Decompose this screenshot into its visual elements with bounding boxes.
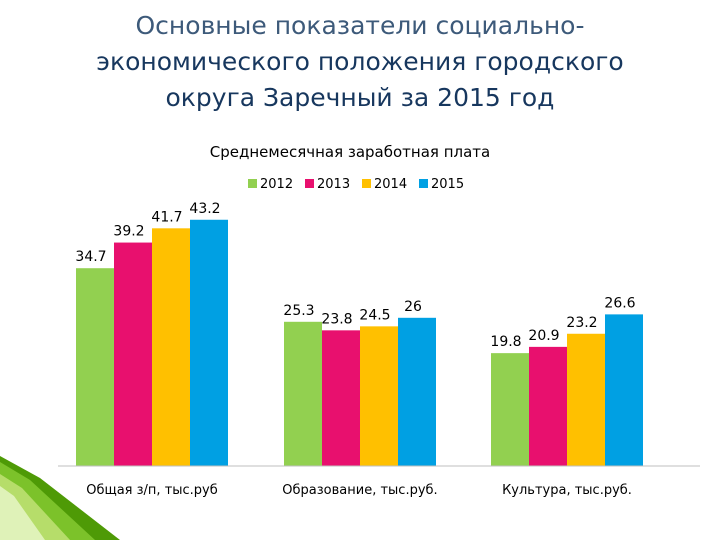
- chart-data-labels: 34.7 25.3 19.8 39.2 23.8 20.9 41.7 24.5 23.2 43.2…: [75, 201, 635, 350]
- chart-legend: 2012 2013 2014 2015: [248, 177, 464, 192]
- data-label-2012-category-2: 25.3: [283, 303, 314, 319]
- data-label-2012-category-3: 19.8: [490, 334, 521, 350]
- bar-2015-category-1: [190, 219, 228, 466]
- legend-label-2015: 2015: [431, 177, 464, 192]
- slide-title-line-3: округа Заречный за 2015 год: [165, 83, 555, 112]
- data-label-2014-category-2: 24.5: [359, 307, 390, 323]
- legend-swatch-2014: [362, 179, 371, 188]
- bar-2015-category-3: [605, 314, 643, 466]
- bar-2012-category-3: [491, 353, 529, 466]
- chart-title: Среднемесячная заработная плата: [210, 143, 490, 161]
- data-label-2014-category-1: 41.7: [151, 209, 182, 225]
- category-label-2: Образование, тыс.руб.: [282, 483, 437, 498]
- data-label-2013-category-3: 20.9: [528, 328, 559, 344]
- bar-2013-category-3: [529, 346, 567, 466]
- bar-2014-category-2: [360, 326, 398, 466]
- bar-2012-category-1: [76, 268, 114, 466]
- bar-2012-category-2: [284, 321, 322, 466]
- bar-2014-category-3: [567, 333, 605, 466]
- category-label-3: Культура, тыс.руб.: [502, 483, 632, 498]
- data-label-2014-category-3: 23.2: [566, 315, 597, 331]
- bar-2013-category-1: [114, 242, 152, 466]
- chart-bars: [76, 219, 643, 466]
- data-label-2015-category-3: 26.6: [604, 295, 635, 311]
- legend-swatch-2013: [305, 179, 314, 188]
- category-label-1: Общая з/п, тыс.руб: [86, 483, 218, 498]
- legend-label-2014: 2014: [374, 177, 407, 192]
- legend-swatch-2012: [248, 179, 257, 188]
- legend-swatch-2015: [419, 179, 428, 188]
- bar-2013-category-2: [322, 330, 360, 466]
- data-label-2015-category-1: 43.2: [189, 201, 220, 217]
- slide-title-line-2: экономического положения городского: [96, 47, 624, 76]
- slide-title-line-1: Основные показатели социально-: [135, 11, 585, 40]
- chart-category-labels: Общая з/п, тыс.руб Образование, тыс.руб. К…: [86, 483, 632, 498]
- slide-title: Основные показатели социально- экономиче…: [40, 8, 680, 116]
- data-label-2013-category-1: 39.2: [113, 224, 144, 240]
- data-label-2012-category-1: 34.7: [75, 249, 106, 265]
- data-label-2015-category-2: 26: [404, 299, 422, 315]
- bar-2014-category-1: [152, 228, 190, 466]
- bar-2015-category-2: [398, 317, 436, 466]
- legend-label-2012: 2012: [260, 177, 293, 192]
- legend-label-2013: 2013: [317, 177, 350, 192]
- data-label-2013-category-2: 23.8: [321, 311, 352, 327]
